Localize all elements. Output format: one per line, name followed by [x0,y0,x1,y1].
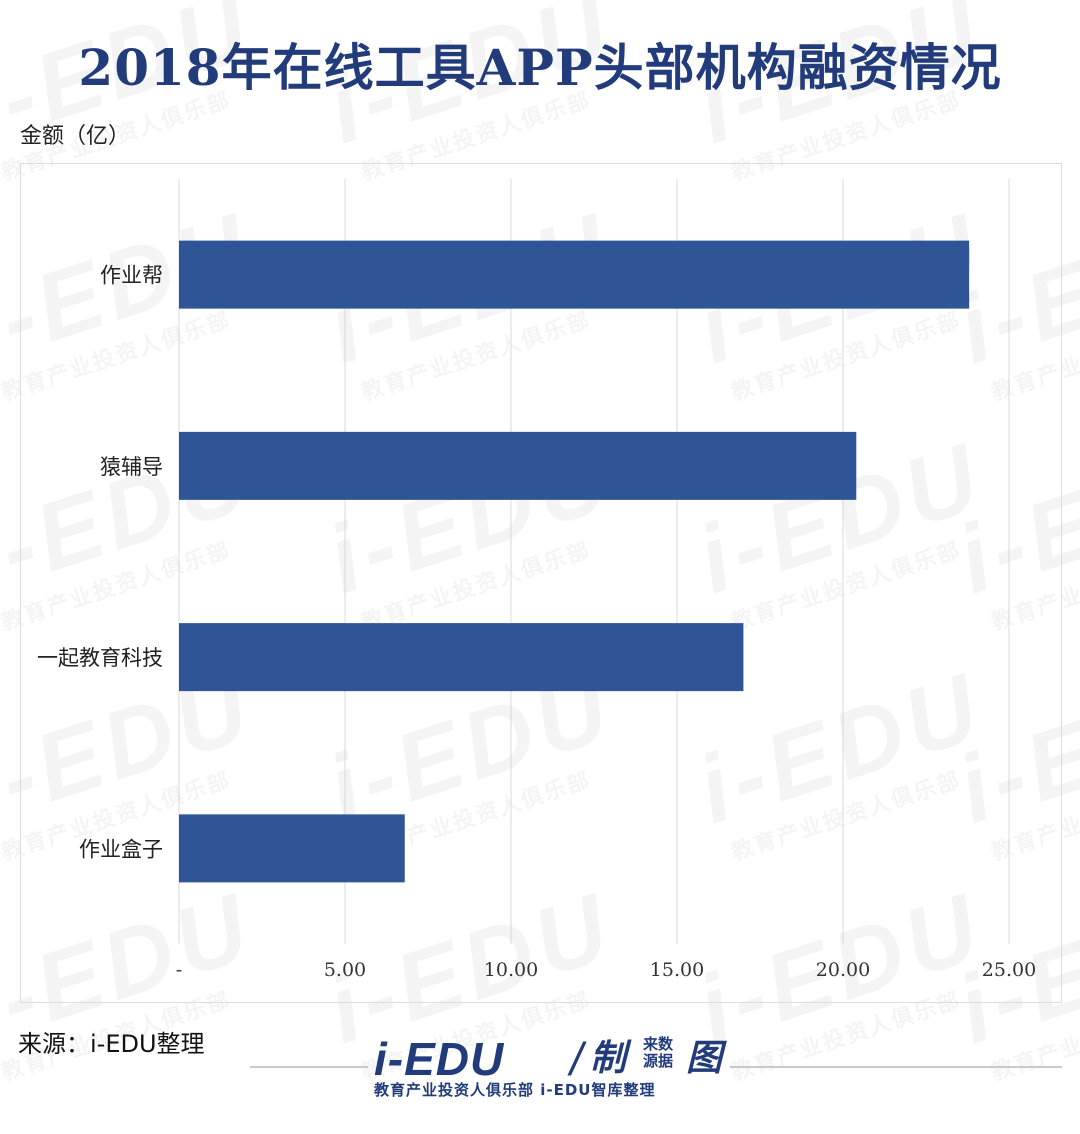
bar-chart: - 5.00 10.00 15.00 20.00 25.00 作业帮猿辅导一起教育科技作业盒… [37,179,1036,981]
footer-divider-right [730,1066,1062,1068]
source-note: 来源：i-EDU整理 [18,1030,205,1058]
logo-slash: / [570,1033,583,1085]
bar [179,431,857,500]
category-label: 一起教育科技 [37,646,163,670]
x-tick-label: 15.00 [650,959,704,981]
x-tick-label: - [176,959,182,981]
logo-zhi-text: 制 [590,1038,627,1079]
logo-tu-text: 图 [686,1038,723,1079]
bar [179,814,405,883]
logo-data-source-text: 来数 源据 [642,1035,673,1070]
x-tick-label: 5.00 [324,959,366,981]
category-label: 作业帮 [100,264,163,288]
category-label: 猿辅导 [100,455,163,479]
footer-divider-left [250,1066,368,1068]
chart-area: - 5.00 10.00 15.00 20.00 25.00 作业帮猿辅导一起教育科技作业盒… [20,163,1062,1003]
category-label: 作业盒子 [79,837,163,861]
bar [179,240,970,309]
logo-main-text: i-EDU [374,1033,505,1085]
unit-label: 金额（亿） [20,124,131,149]
chart-title: 2018年在线工具APP头部机构融资情况 [78,38,1002,97]
logo-subtitle: 教育产业投资人俱乐部 i-EDU智库整理 [374,1081,656,1099]
x-tick-label: 10.00 [484,959,538,981]
x-tick-label: 20.00 [816,959,870,981]
bar [179,623,744,692]
i-edu-logo: i-EDU / 制 来数 源据 图 教育产业投资人俱乐部 i-EDU智库整理 [374,1034,724,1104]
x-tick-label: 25.00 [982,959,1036,981]
